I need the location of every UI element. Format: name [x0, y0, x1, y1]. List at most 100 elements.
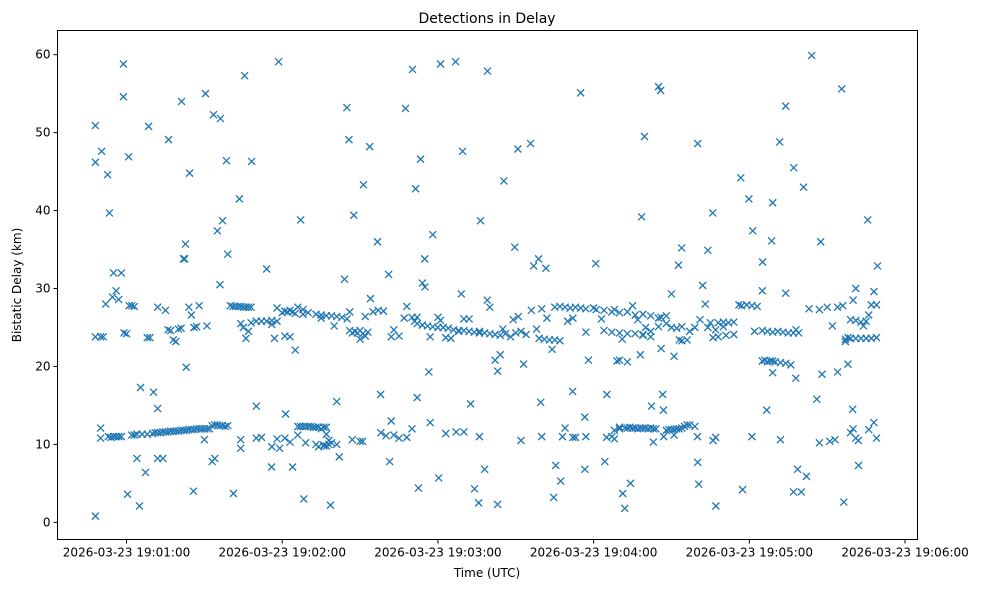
data-point: [171, 337, 180, 346]
data-point: [236, 444, 245, 453]
data-point: [203, 321, 211, 330]
data-point: [376, 390, 385, 399]
data-point: [818, 370, 826, 379]
data-point: [281, 410, 290, 418]
data-point: [247, 318, 256, 327]
data-point: [493, 500, 502, 509]
data-point: [247, 157, 256, 166]
data-point: [257, 433, 266, 442]
data-point: [511, 328, 520, 337]
data-point: [581, 304, 590, 313]
data-point: [791, 374, 800, 383]
data-point: [851, 316, 860, 325]
data-point: [395, 332, 403, 341]
data-point: [701, 300, 710, 309]
data-point: [275, 444, 284, 453]
data-point: [571, 433, 580, 442]
data-point: [485, 303, 494, 312]
data-point: [506, 332, 515, 341]
data-point: [304, 308, 313, 317]
data-point: [602, 390, 611, 399]
data-point: [674, 261, 683, 270]
data-point: [576, 88, 585, 97]
x-tick-label: 2026-03-23 19:03:00: [374, 546, 501, 560]
data-point: [240, 71, 249, 80]
data-point: [402, 433, 411, 442]
data-point: [841, 337, 850, 346]
data-point: [379, 307, 388, 316]
data-point: [288, 463, 297, 471]
data-point: [158, 454, 167, 463]
data-point: [536, 398, 545, 407]
data-point: [184, 303, 193, 312]
data-point: [91, 121, 100, 130]
data-point: [662, 319, 671, 328]
data-point: [831, 435, 839, 444]
x-tick-label: 2026-03-23 19:05:00: [686, 546, 813, 560]
data-point: [179, 254, 188, 263]
data-point: [597, 314, 606, 323]
data-point: [747, 432, 756, 441]
data-point: [690, 323, 699, 332]
data-point: [153, 404, 162, 413]
data-point: [474, 498, 483, 507]
data-point: [96, 424, 105, 432]
data-point: [476, 216, 485, 225]
data-point: [387, 332, 396, 341]
data-point: [677, 322, 686, 331]
data-point: [124, 152, 133, 161]
data-point: [244, 327, 253, 336]
data-point: [343, 314, 352, 323]
data-point: [270, 334, 279, 343]
data-point: [498, 325, 507, 334]
data-point: [807, 51, 816, 60]
data-point: [513, 145, 522, 153]
data-point: [657, 313, 666, 322]
data-point: [280, 434, 289, 443]
y-tick-label: 40: [35, 204, 50, 218]
data-point: [426, 418, 435, 427]
data-point: [332, 397, 341, 406]
data-point: [636, 350, 645, 359]
data-point: [628, 301, 637, 310]
data-point: [854, 461, 863, 470]
data-point: [815, 305, 824, 314]
data-point: [872, 333, 881, 342]
data-point: [222, 156, 231, 165]
data-point: [509, 315, 518, 324]
data-point: [221, 422, 230, 431]
data-point: [348, 435, 357, 444]
data-point: [683, 420, 692, 429]
data-point: [843, 360, 852, 369]
data-point: [166, 326, 175, 335]
y-axis-ticks: 0 10 20 30 40 50 60: [35, 48, 58, 529]
data-point: [781, 289, 790, 298]
data-point: [436, 60, 445, 68]
data-point: [99, 332, 108, 341]
data-point: [744, 194, 753, 203]
data-point: [837, 85, 846, 93]
y-tick-label: 50: [35, 126, 50, 140]
data-point: [672, 324, 681, 333]
data-point: [768, 198, 777, 207]
data-point: [293, 303, 302, 312]
data-point: [526, 139, 535, 148]
data-point: [413, 393, 422, 402]
data-point: [534, 254, 543, 263]
y-axis-label: Bistatic Delay (km): [10, 228, 24, 343]
data-point: [112, 286, 121, 295]
data-point: [359, 180, 368, 189]
data-point: [223, 250, 232, 259]
data-point: [568, 387, 577, 396]
data-point: [457, 290, 466, 298]
data-point: [411, 184, 420, 193]
data-point: [786, 360, 795, 369]
data-point: [563, 317, 572, 326]
data-point: [802, 472, 811, 481]
data-point: [848, 405, 857, 414]
data-point: [273, 304, 282, 312]
data-point: [195, 301, 204, 310]
data-point: [670, 431, 679, 440]
data-point: [185, 169, 194, 178]
data-point: [496, 331, 505, 340]
